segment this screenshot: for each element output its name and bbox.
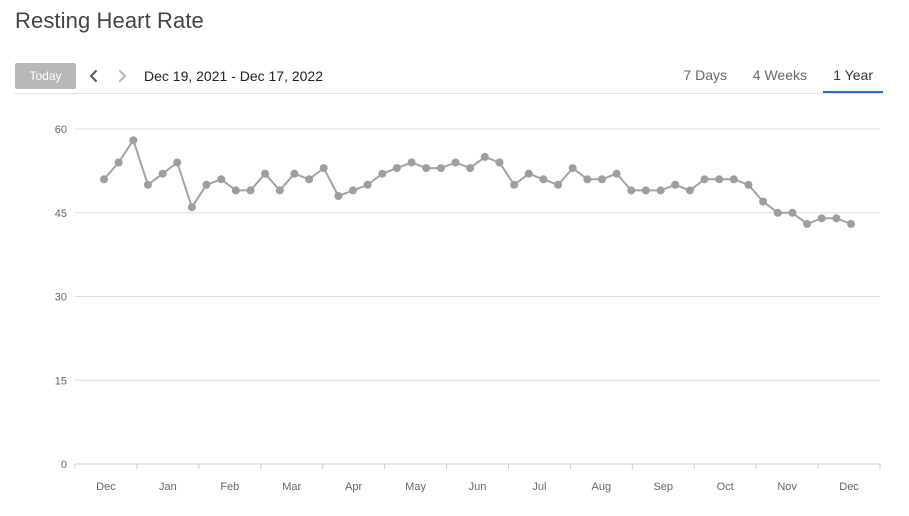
data-point (583, 175, 592, 184)
data-point (685, 186, 694, 195)
toolbar: Today Dec 19, 2021 - Dec 17, 2022 7 Days… (15, 63, 883, 94)
chevron-right-icon (119, 70, 126, 82)
data-point (773, 208, 782, 217)
page-title: Resting Heart Rate (15, 8, 204, 33)
x-month-label: Jan (159, 481, 177, 493)
tab-1-year[interactable]: 1 Year (833, 67, 873, 83)
data-point (788, 208, 797, 217)
data-point (363, 180, 372, 189)
x-month-label: Nov (777, 481, 797, 493)
data-point (217, 175, 226, 184)
data-point (715, 175, 724, 184)
x-month-label: Jun (469, 481, 487, 493)
x-month-label: Apr (345, 481, 362, 493)
data-point (129, 136, 138, 145)
data-point (480, 152, 489, 161)
toolbar-divider (15, 93, 883, 94)
data-point (143, 180, 152, 189)
y-tick-label: 60 (55, 124, 67, 136)
data-point (700, 175, 709, 184)
data-point (114, 158, 123, 167)
data-point (202, 180, 211, 189)
date-range-label: Dec 19, 2021 - Dec 17, 2022 (144, 68, 324, 84)
active-tab-indicator (823, 91, 883, 93)
data-point (759, 197, 768, 206)
data-point (729, 175, 738, 184)
x-month-label: Oct (717, 481, 734, 493)
data-point (305, 175, 314, 184)
data-point (436, 164, 445, 173)
data-point (378, 169, 387, 178)
data-point (817, 214, 826, 223)
data-point (466, 164, 475, 173)
y-tick-label: 45 (55, 208, 67, 220)
data-point (612, 169, 621, 178)
data-point (407, 158, 416, 167)
data-point (187, 203, 196, 212)
data-point (832, 214, 841, 223)
data-point (554, 180, 563, 189)
data-point (803, 219, 812, 228)
tab-4-weeks[interactable]: 4 Weeks (752, 67, 807, 83)
data-point (627, 186, 636, 195)
data-point (656, 186, 665, 195)
data-point (671, 180, 680, 189)
data-point (173, 158, 182, 167)
data-point (524, 169, 533, 178)
x-month-label: Mar (282, 481, 301, 493)
data-point (641, 186, 650, 195)
chevron-left-icon (90, 70, 97, 82)
data-point (568, 164, 577, 173)
x-month-label: Sep (653, 481, 673, 493)
data-point (349, 186, 357, 195)
data-point (744, 180, 753, 189)
data-point (510, 180, 519, 189)
data-point (392, 164, 401, 173)
x-month-label: May (405, 481, 426, 493)
data-point (451, 158, 460, 167)
x-month-label: Dec (839, 481, 859, 493)
data-point (495, 158, 504, 167)
series-line (103, 139, 852, 225)
data-point (158, 169, 167, 178)
data-point (319, 164, 328, 173)
data-point (598, 175, 606, 184)
y-tick-label: 0 (61, 459, 67, 471)
x-month-label: Dec (96, 481, 116, 493)
y-tick-label: 15 (55, 375, 67, 387)
x-month-label: Jul (532, 481, 546, 493)
next-period-button[interactable] (113, 65, 131, 87)
data-point (847, 219, 855, 228)
tab-7-days[interactable]: 7 Days (683, 67, 727, 83)
x-month-label: Aug (592, 481, 612, 493)
data-point (231, 186, 240, 195)
data-point (539, 175, 548, 184)
data-point (261, 169, 270, 178)
today-button[interactable]: Today (15, 63, 76, 89)
data-point (422, 164, 431, 173)
x-month-label: Feb (220, 481, 239, 493)
data-point (275, 186, 284, 195)
data-point (290, 169, 299, 178)
data-point (246, 186, 255, 195)
data-point (100, 175, 108, 184)
y-tick-label: 30 (55, 292, 67, 304)
previous-period-button[interactable] (85, 65, 103, 87)
data-point (334, 192, 343, 200)
